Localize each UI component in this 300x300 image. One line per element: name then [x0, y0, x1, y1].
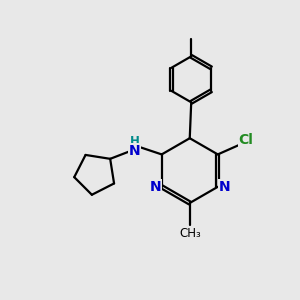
Text: H: H [130, 135, 140, 148]
Text: N: N [129, 144, 140, 158]
Text: Cl: Cl [238, 133, 253, 147]
Text: N: N [218, 180, 230, 194]
Text: CH₃: CH₃ [179, 227, 201, 240]
Text: N: N [149, 180, 161, 194]
